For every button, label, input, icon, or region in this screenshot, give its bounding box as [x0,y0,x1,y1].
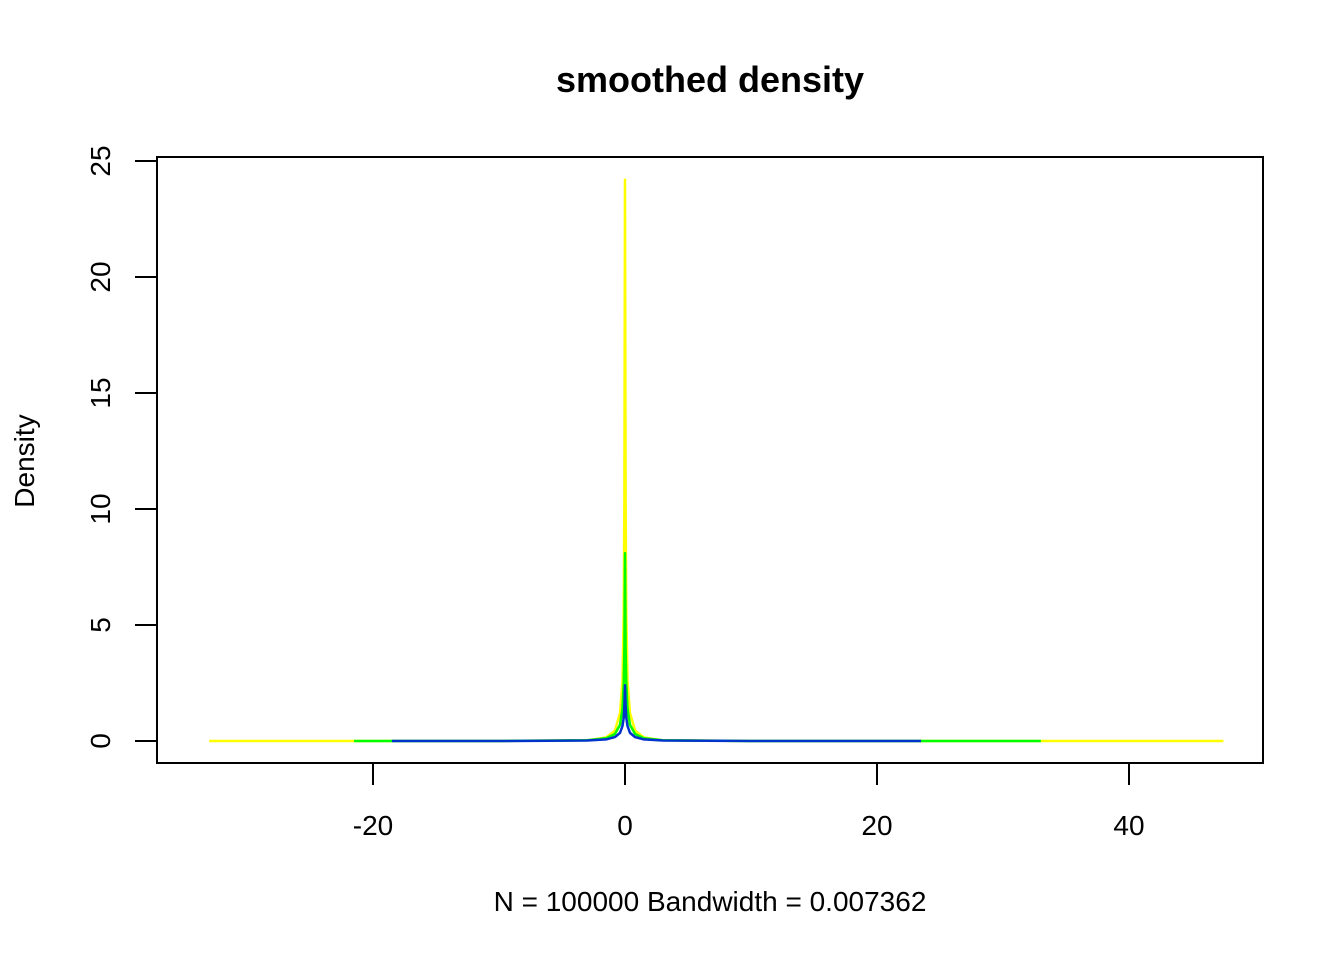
y-tick-label: 20 [85,261,116,292]
x-tick-label: 20 [861,810,892,841]
x-tick-label: 40 [1113,810,1144,841]
y-tick-label: 0 [85,733,116,749]
x-axis-label: N = 100000 Bandwidth = 0.007362 [494,886,927,917]
series-line-1 [354,551,1041,743]
x-tick-label: 0 [617,810,633,841]
y-axis-label: Density [9,414,40,507]
y-axis: 0 5 10 15 20 25 [85,145,158,749]
series-layer [209,178,1224,743]
y-tick-label: 5 [85,617,116,633]
series-line-0 [209,178,1224,743]
chart-title: smoothed density [556,59,864,100]
series-line-2 [391,684,922,743]
x-axis: -20 0 20 40 [353,762,1145,841]
y-tick-label: 10 [85,493,116,524]
x-tick-label: -20 [353,810,393,841]
y-tick-label: 25 [85,145,116,176]
plot-frame [156,156,1264,764]
y-tick-label: 15 [85,377,116,408]
